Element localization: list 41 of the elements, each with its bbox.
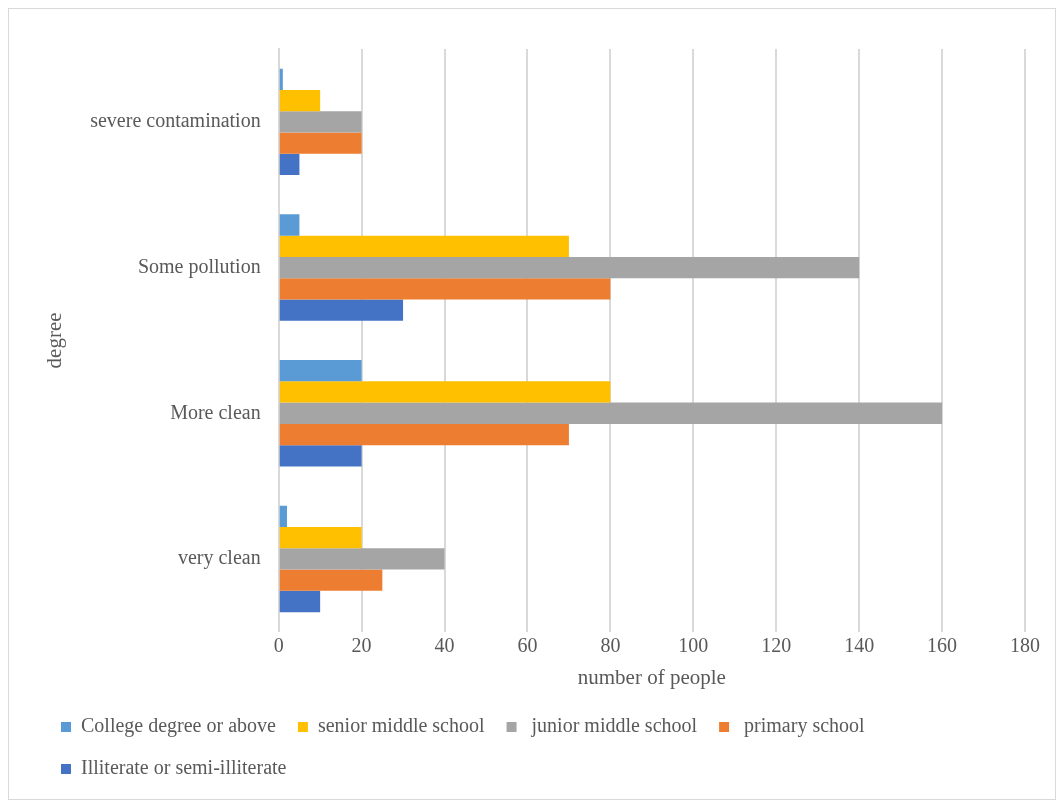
y-tick-label: severe contamination [90, 109, 261, 132]
bar [279, 590, 321, 613]
x-axis-title: number of people [577, 664, 726, 689]
y-tick-label: very clean [177, 546, 261, 570]
legend-label: College degree or above [81, 714, 277, 738]
bar [279, 527, 362, 549]
bar [279, 153, 300, 176]
bar [279, 68, 283, 90]
bar [279, 214, 300, 236]
legend-label: primary school [739, 714, 866, 738]
bar [279, 299, 404, 321]
x-tick-label: 180 [1010, 634, 1040, 657]
bar [279, 278, 611, 300]
x-tick-label: 20 [351, 634, 372, 657]
legend-label: Illiterate or semi-illiterate [81, 756, 287, 779]
bar [279, 445, 362, 467]
x-tick-label: 100 [678, 634, 709, 657]
x-tick-label: 120 [761, 634, 792, 657]
bar [279, 111, 362, 133]
bar [279, 360, 362, 382]
bar [279, 381, 611, 403]
y-tick-label: Some pollution [137, 254, 261, 278]
x-tick-label: 80 [600, 634, 621, 657]
legend-label: senior middle school [317, 714, 485, 737]
bar [279, 89, 321, 112]
bar [279, 505, 287, 528]
x-tick-label: 140 [844, 634, 875, 657]
x-tick-label: 160 [927, 634, 958, 657]
x-tick-label: 60 [517, 634, 538, 657]
bar [279, 548, 445, 570]
y-tick-label: More clean [170, 400, 261, 423]
bar [279, 402, 943, 424]
bar [279, 256, 860, 279]
y-axis-title: degree [42, 312, 67, 369]
bar [279, 423, 569, 446]
bar [279, 235, 569, 257]
x-tick-label: 0 [273, 634, 284, 657]
x-tick-label: 40 [434, 634, 455, 657]
bar [279, 569, 383, 591]
legend-label: junior middle school [526, 714, 698, 738]
bar [279, 132, 362, 154]
